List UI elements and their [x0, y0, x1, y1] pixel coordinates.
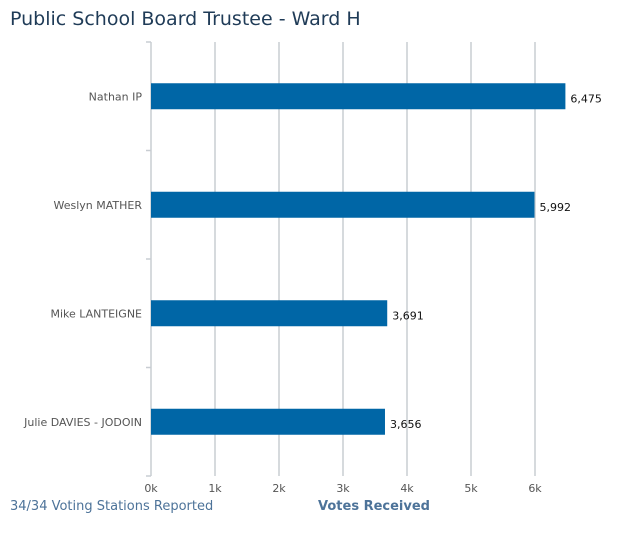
chart-title: Public School Board Trustee - Ward H: [10, 8, 361, 30]
x-tick-label: 6k: [528, 482, 542, 495]
bar: [151, 300, 388, 327]
x-tick-label: 4k: [400, 482, 414, 495]
bar: [151, 191, 535, 218]
data-label: 3,691: [392, 309, 424, 322]
data-label: 6,475: [570, 92, 602, 105]
category-label: Weslyn MATHER: [53, 199, 142, 212]
x-tick-label: 2k: [272, 482, 286, 495]
category-label: Julie DAVIES - JODOIN: [23, 416, 142, 429]
axes: [146, 41, 152, 477]
data-label: 3,656: [390, 418, 422, 431]
x-tick-label: 3k: [336, 482, 350, 495]
category-label: Nathan IP: [89, 90, 143, 103]
gridlines: [214, 42, 536, 476]
x-axis-title: Votes Received: [318, 499, 430, 514]
x-tick-label: 0k: [144, 482, 158, 495]
bar: [151, 83, 566, 110]
bar: [151, 408, 385, 435]
labels: 0k 1k 2k 3k 4k 5k 6k Nathan IP 6,475 Weslyn MATHE…: [23, 90, 602, 495]
data-label: 5,992: [539, 201, 571, 214]
bars: [151, 83, 566, 435]
x-tick-label: 1k: [208, 482, 222, 495]
stations-reported-status: 34/34 Voting Stations Reported: [10, 499, 214, 514]
x-tick-label: 5k: [464, 482, 478, 495]
category-label: Mike LANTEIGNE: [50, 307, 142, 320]
